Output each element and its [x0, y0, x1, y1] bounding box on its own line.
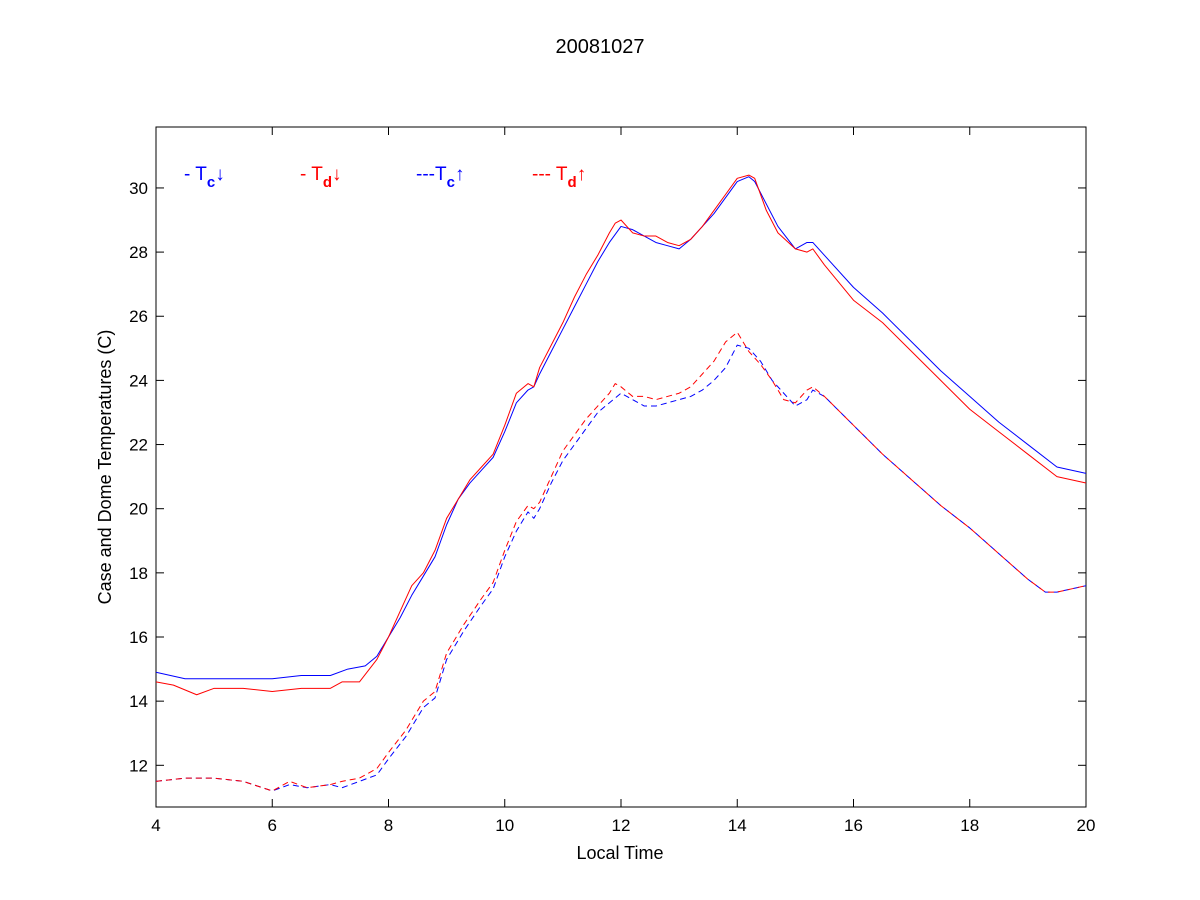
y-tick-label: 28 — [129, 243, 148, 262]
y-tick-label: 24 — [129, 371, 148, 390]
chart-title: 20081027 — [556, 36, 645, 58]
legend-item-td_down: - Td↓ — [300, 164, 342, 191]
x-tick-label: 4 — [151, 816, 160, 835]
y-tick-label: 22 — [129, 436, 148, 455]
y-tick-label: 14 — [129, 692, 148, 711]
y-tick-label: 16 — [129, 628, 148, 647]
x-tick-label: 6 — [268, 816, 277, 835]
x-tick-label: 12 — [612, 816, 631, 835]
x-tick-label: 18 — [960, 816, 979, 835]
x-axis-label: Local Time — [576, 843, 663, 863]
legend-item-tc_up: ---Tc↑ — [416, 164, 464, 191]
x-tick-label: 14 — [728, 816, 747, 835]
y-tick-label: 18 — [129, 564, 148, 583]
x-tick-label: 16 — [844, 816, 863, 835]
y-axis-ticks: 12 14 16 18 20 22 24 26 28 30 — [129, 179, 1086, 775]
plot-area: 4 6 8 10 12 14 16 18 20 12 14 16 18 20 22 24 26 28 30 - T… — [129, 126, 1095, 835]
y-tick-label: 12 — [129, 756, 148, 775]
legend-item-tc_down: - Tc↓ — [184, 164, 225, 191]
legend: - Tc↓ - Td↓ ---Tc↑ --- Td↑ — [184, 164, 586, 191]
plot-frame — [155, 126, 1087, 808]
x-tick-label: 10 — [495, 816, 514, 835]
series-line-td_down — [155, 174, 1087, 696]
y-tick-label: 30 — [129, 179, 148, 198]
series-line-tc_up — [155, 344, 1087, 792]
x-axis-ticks: 4 6 8 10 12 14 16 18 20 — [151, 127, 1095, 835]
y-tick-label: 26 — [129, 307, 148, 326]
x-tick-label: 20 — [1077, 816, 1096, 835]
series-layer — [155, 174, 1087, 792]
y-tick-label: 20 — [129, 500, 148, 519]
y-axis-label: Case and Dome Temperatures (C) — [95, 330, 115, 605]
x-tick-label: 8 — [384, 816, 393, 835]
legend-item-td_up: --- Td↑ — [532, 164, 586, 191]
